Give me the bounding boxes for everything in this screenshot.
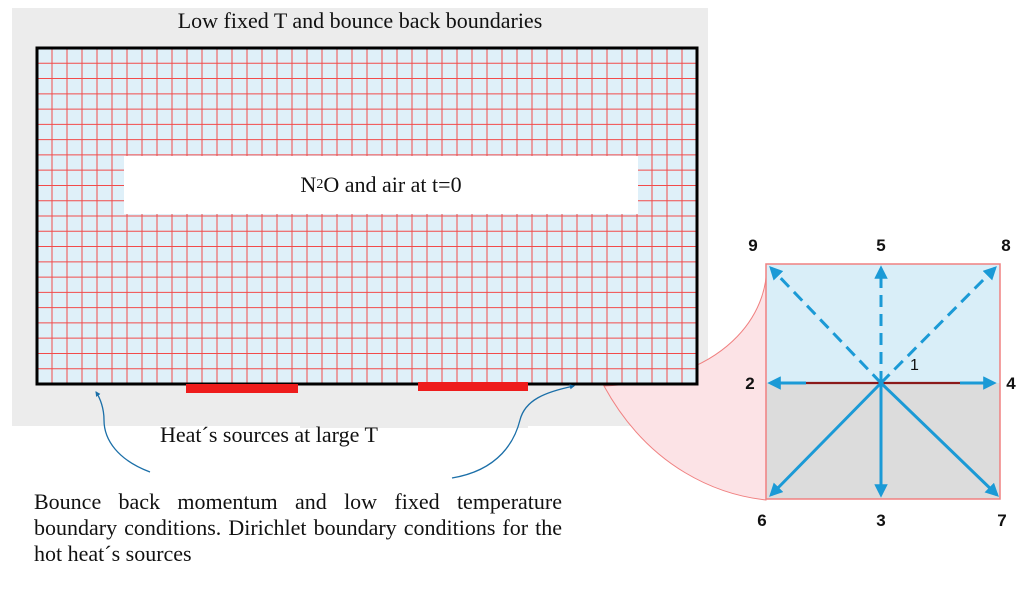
initial-state-prefix: N — [300, 172, 317, 197]
direction-label-6: 6 — [757, 511, 767, 530]
lattice-cell-border — [765, 263, 1001, 500]
arrow-direction-9 — [769, 266, 883, 385]
direction-label-7: 7 — [997, 511, 1007, 530]
lattice-cell-bottom — [766, 383, 1000, 499]
initial-state-subscript: 2 — [316, 177, 324, 192]
direction-label-3: 3 — [876, 511, 886, 530]
boundary-description: Bounce back momentum and low fixed tempe… — [34, 489, 562, 566]
lattice-cell-top — [766, 264, 1000, 383]
arrow-direction-8 — [879, 266, 997, 385]
pointer-arrow-right — [451, 384, 576, 479]
diagram-title: Low fixed T and bounce back boundaries — [177, 8, 543, 33]
initial-state-suffix: O and air at t=0 — [323, 172, 462, 197]
domain-border — [35, 46, 699, 386]
heat-source-right — [418, 382, 528, 391]
heat-sources-label: Heat´s sources at large T — [160, 422, 378, 447]
direction-label-5: 5 — [876, 236, 886, 255]
heat-source-left — [186, 384, 298, 393]
direction-label-9: 9 — [748, 236, 758, 255]
direction-label-1: 1 — [910, 357, 919, 374]
arrow-direction-6 — [769, 381, 883, 497]
pointer-arrow-left — [95, 391, 151, 473]
arrow-direction-7 — [879, 381, 999, 497]
direction-label-4: 4 — [1006, 374, 1016, 393]
grid-lines — [37, 48, 697, 384]
direction-label-2: 2 — [745, 374, 755, 393]
direction-label-8: 8 — [1001, 236, 1011, 255]
